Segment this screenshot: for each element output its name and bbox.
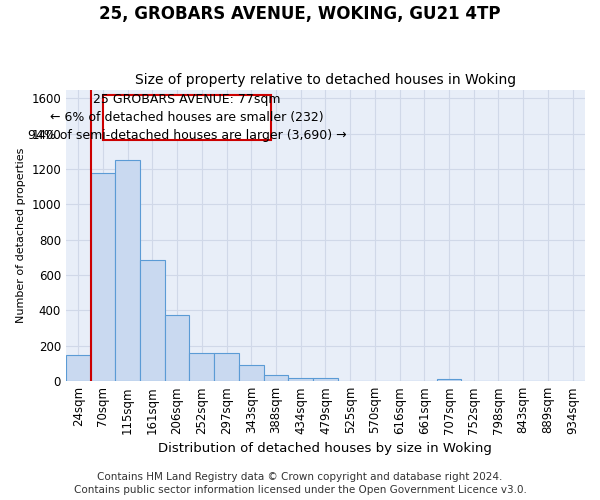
Bar [91, 172, 115, 381]
Title: Size of property relative to detached houses in Woking: Size of property relative to detached ho… [135, 73, 516, 87]
Bar [437, 378, 461, 381]
Bar [263, 375, 289, 381]
Text: 25 GROBARS AVENUE: 77sqm
← 6% of detached houses are smaller (232)
94% of semi-d: 25 GROBARS AVENUE: 77sqm ← 6% of detache… [28, 93, 346, 142]
Bar [165, 315, 190, 381]
Bar [289, 378, 313, 381]
Bar [190, 353, 214, 381]
Y-axis label: Number of detached properties: Number of detached properties [16, 148, 26, 323]
Bar [115, 160, 140, 381]
FancyBboxPatch shape [103, 95, 271, 140]
Bar [140, 260, 165, 381]
Bar [313, 378, 338, 381]
X-axis label: Distribution of detached houses by size in Woking: Distribution of detached houses by size … [158, 442, 493, 455]
Text: Contains HM Land Registry data © Crown copyright and database right 2024.
Contai: Contains HM Land Registry data © Crown c… [74, 472, 526, 495]
Bar [214, 353, 239, 381]
Bar [239, 366, 263, 381]
Text: 25, GROBARS AVENUE, WOKING, GU21 4TP: 25, GROBARS AVENUE, WOKING, GU21 4TP [99, 5, 501, 23]
Bar [66, 354, 91, 381]
